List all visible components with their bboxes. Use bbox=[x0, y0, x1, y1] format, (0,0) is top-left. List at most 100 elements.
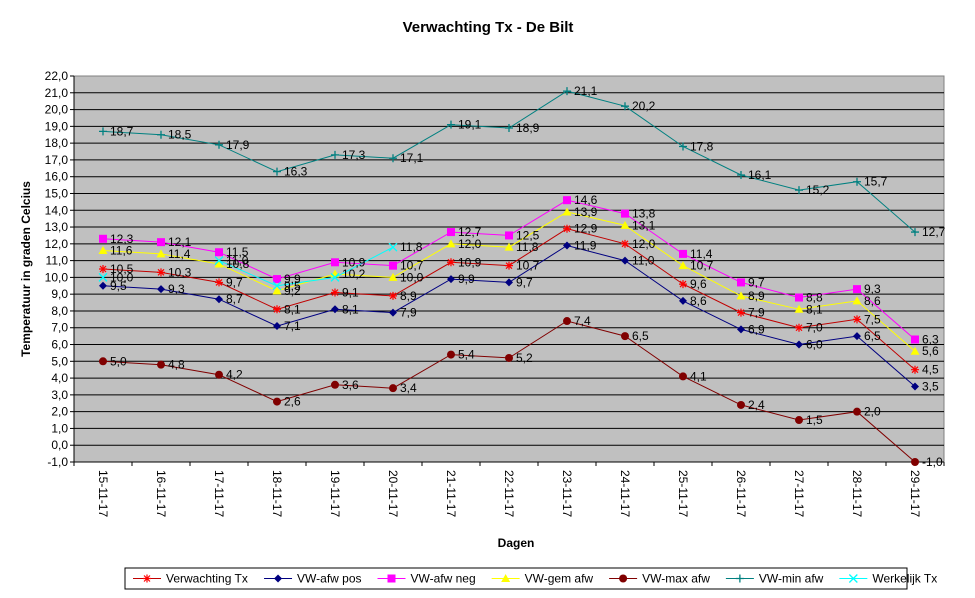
x-tick-label: 20-11-17 bbox=[386, 470, 400, 517]
legend-item-3: VW-gem afw bbox=[491, 572, 594, 586]
data-label: 9,3 bbox=[864, 282, 881, 296]
data-label: 2,4 bbox=[748, 398, 765, 412]
data-point bbox=[563, 196, 571, 205]
y-tick-label: 6,0 bbox=[51, 338, 68, 352]
data-point bbox=[215, 370, 223, 379]
data-label: 8,6 bbox=[690, 294, 707, 308]
data-point bbox=[621, 332, 629, 341]
data-label: 7,9 bbox=[400, 306, 417, 320]
data-point bbox=[679, 296, 687, 305]
data-label: 7,1 bbox=[284, 319, 301, 333]
data-label: 9,5 bbox=[284, 279, 301, 293]
y-tick-label: 21,0 bbox=[45, 86, 69, 100]
data-point bbox=[678, 261, 688, 270]
x-tick-label: 24-11-17 bbox=[618, 470, 632, 517]
data-label: 9,7 bbox=[516, 275, 533, 289]
data-label: 10,7 bbox=[400, 259, 424, 273]
y-tick-label: 14,0 bbox=[45, 203, 69, 217]
data-label: 9,6 bbox=[690, 277, 707, 291]
data-point bbox=[447, 258, 455, 267]
legend-item-0: Verwachting Tx bbox=[133, 572, 248, 586]
data-point bbox=[447, 120, 455, 129]
x-tick-label: 23-11-17 bbox=[560, 470, 574, 517]
data-label: 10,5 bbox=[110, 262, 134, 276]
data-label: 10,8 bbox=[226, 257, 250, 271]
x-tick-label: 21-11-17 bbox=[444, 470, 458, 517]
data-point bbox=[389, 261, 397, 270]
data-label: 3,4 bbox=[400, 381, 417, 395]
data-label: 8,1 bbox=[284, 302, 301, 316]
data-label: 9,1 bbox=[342, 285, 359, 299]
data-point bbox=[795, 416, 803, 425]
legend-item-1: VW-afw pos bbox=[264, 572, 362, 586]
legend-label: VW-max afw bbox=[642, 572, 710, 586]
data-label: 9,3 bbox=[168, 282, 185, 296]
data-point bbox=[562, 207, 572, 216]
data-label: 8,1 bbox=[806, 302, 823, 316]
data-point bbox=[736, 291, 746, 300]
data-label: 6,5 bbox=[864, 329, 881, 343]
legend-marker bbox=[735, 574, 744, 583]
data-point bbox=[389, 308, 397, 317]
data-label: 3,5 bbox=[922, 379, 939, 393]
data-point bbox=[388, 272, 398, 281]
y-tick-label: 7,0 bbox=[51, 321, 68, 335]
data-label: 10,7 bbox=[690, 259, 714, 273]
x-tick-label: 16-11-17 bbox=[154, 470, 168, 517]
y-tick-label: 1,0 bbox=[51, 421, 68, 435]
data-point bbox=[504, 242, 514, 251]
data-point bbox=[389, 154, 397, 163]
data-label: 11,4 bbox=[690, 247, 713, 261]
data-label: 5,6 bbox=[922, 344, 939, 358]
data-point bbox=[795, 340, 803, 349]
data-label: 17,1 bbox=[400, 151, 424, 165]
data-point bbox=[795, 293, 803, 302]
data-label: 13,8 bbox=[632, 207, 656, 221]
data-point bbox=[911, 382, 919, 391]
data-point bbox=[447, 228, 455, 237]
data-point bbox=[853, 315, 861, 324]
data-label: 7,5 bbox=[864, 312, 881, 326]
data-point bbox=[331, 305, 339, 314]
data-label: 5,0 bbox=[110, 354, 127, 368]
x-tick-label: 27-11-17 bbox=[792, 470, 806, 517]
data-label: 9,7 bbox=[226, 275, 243, 289]
data-point bbox=[505, 278, 513, 287]
x-axis: 15-11-17 16-11-17 17-11-17 18-11-17 19-11-17… bbox=[73, 461, 945, 517]
x-tick-label: 25-11-17 bbox=[676, 470, 690, 517]
data-point bbox=[447, 350, 455, 359]
legend-label: VW-gem afw bbox=[525, 572, 594, 586]
y-tick-label: 4,0 bbox=[51, 371, 68, 385]
legend-item-2: VW-afw neg bbox=[377, 572, 476, 586]
legend-marker bbox=[848, 574, 858, 583]
data-label: 11,0 bbox=[632, 254, 655, 268]
data-label: 17,3 bbox=[342, 148, 366, 162]
data-point bbox=[505, 124, 513, 133]
data-point bbox=[156, 249, 166, 258]
data-point bbox=[447, 275, 455, 284]
data-label: 17,8 bbox=[690, 139, 714, 153]
data-point bbox=[911, 458, 919, 466]
data-label: 6,3 bbox=[922, 332, 939, 346]
data-point bbox=[272, 281, 282, 291]
data-label: 4,1 bbox=[690, 369, 707, 383]
data-point bbox=[157, 130, 165, 139]
data-point bbox=[99, 281, 107, 290]
data-point bbox=[98, 272, 108, 282]
x-tick-label: 18-11-17 bbox=[270, 470, 284, 517]
data-point bbox=[215, 295, 223, 304]
data-point bbox=[273, 397, 281, 406]
data-point bbox=[273, 275, 281, 284]
data-point bbox=[389, 291, 397, 300]
legend-label: Werkelijk Tx bbox=[872, 572, 937, 586]
x-tick-label: 22-11-17 bbox=[502, 470, 516, 517]
data-point bbox=[621, 102, 629, 111]
data-point bbox=[389, 384, 397, 393]
data-label: 3,6 bbox=[342, 378, 359, 392]
data-point bbox=[853, 407, 861, 416]
data-label: 18,7 bbox=[110, 124, 134, 138]
series-2 bbox=[99, 196, 919, 344]
data-label: 11,8 bbox=[516, 240, 539, 254]
data-label: 10,2 bbox=[342, 267, 366, 281]
data-label: 11,5 bbox=[226, 245, 249, 259]
